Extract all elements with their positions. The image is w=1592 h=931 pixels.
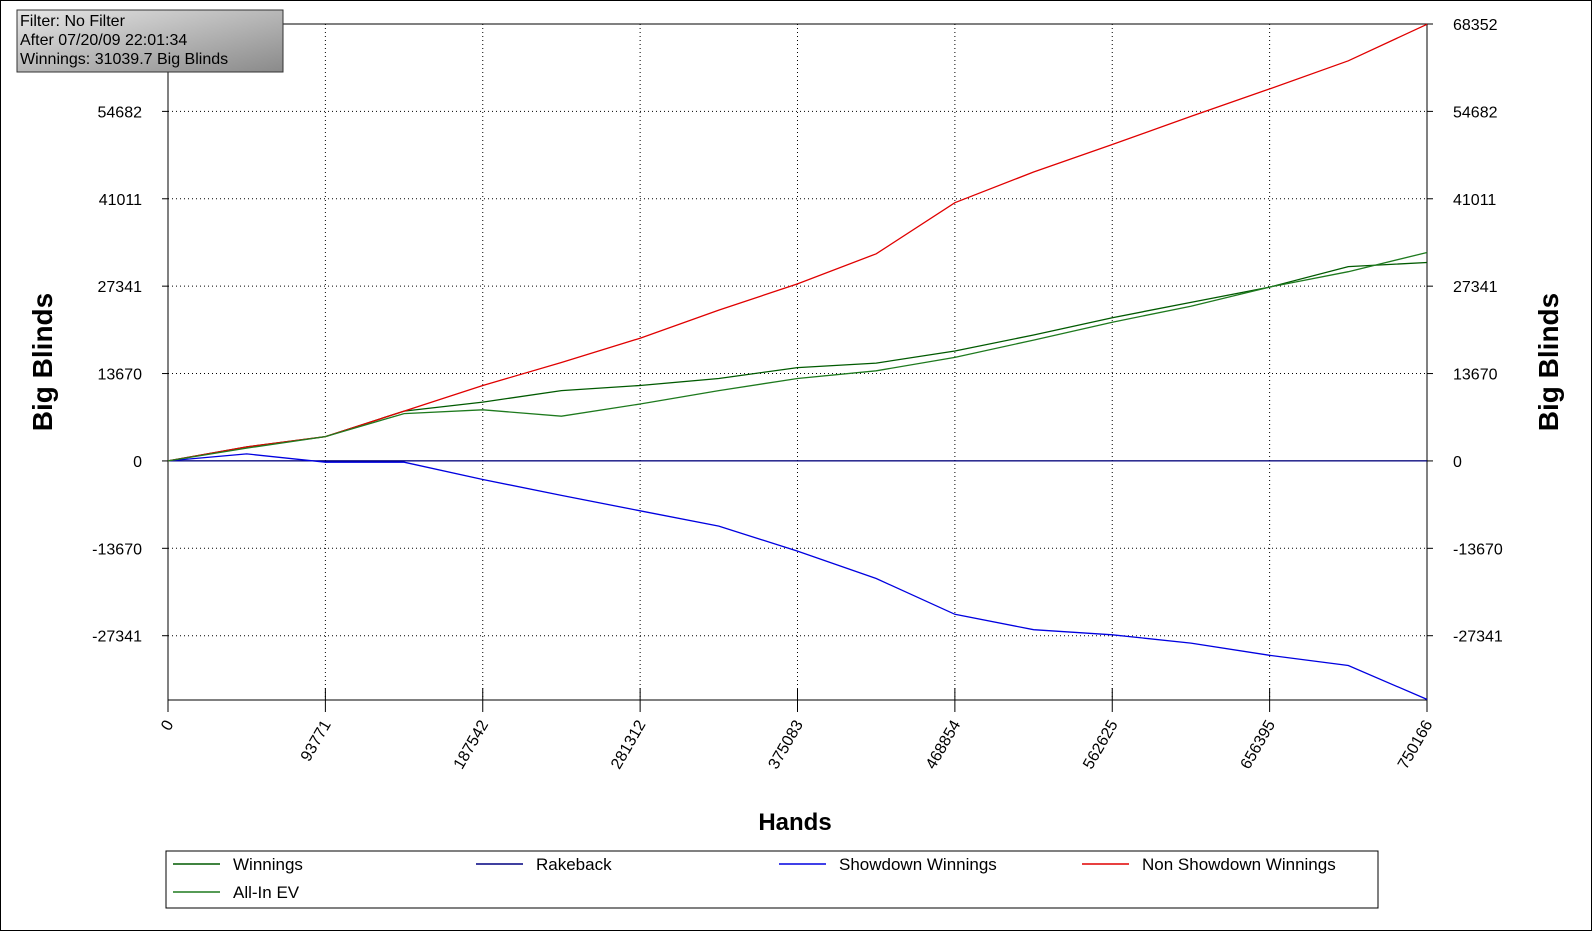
- y-tick-label: 54682: [98, 104, 143, 121]
- y2-tick-label: 27341: [1453, 279, 1498, 296]
- y-axis-label: Big Blinds: [27, 293, 58, 431]
- annotation: Winnings: 31039.7 Big Blinds: [20, 51, 228, 68]
- y2-tick-label: 68352: [1453, 17, 1498, 34]
- x-axis-label: Hands: [758, 809, 831, 836]
- y2-tick-label: -13670: [1453, 541, 1503, 558]
- legend-label: Showdown Winnings: [839, 855, 997, 874]
- y-tick-label: 13670: [98, 367, 143, 384]
- legend-label: Rakeback: [536, 855, 612, 874]
- y2-tick-label: 41011: [1453, 192, 1496, 209]
- y-tick-label: 0: [133, 454, 142, 471]
- y2-tick-label: 54682: [1453, 104, 1498, 121]
- legend-label: All-In EV: [233, 883, 300, 902]
- y-tick-label: -13670: [92, 541, 142, 558]
- legend-box: [165, 850, 1379, 909]
- y2-tick-label: -27341: [1453, 629, 1503, 646]
- y-tick-label: -27341: [92, 629, 142, 646]
- annotation: Filter: No Filter: [20, 13, 126, 30]
- y2-tick-label: 13670: [1453, 367, 1498, 384]
- series-line: [167, 453, 1428, 700]
- annotation-box: [16, 9, 284, 73]
- y-tick-label: 41011: [99, 192, 142, 209]
- legend-label: Winnings: [233, 855, 303, 874]
- series-line: [167, 251, 1428, 462]
- y2-axis-label: Big Blinds: [1533, 293, 1564, 431]
- y-tick-label: 27341: [98, 279, 143, 296]
- annotation: After 07/20/09 22:01:34: [20, 32, 187, 49]
- plot-area: [167, 23, 1428, 701]
- y2-tick-label: 0: [1453, 454, 1462, 471]
- series-line: [167, 23, 1428, 462]
- legend-label: Non Showdown Winnings: [1142, 855, 1336, 874]
